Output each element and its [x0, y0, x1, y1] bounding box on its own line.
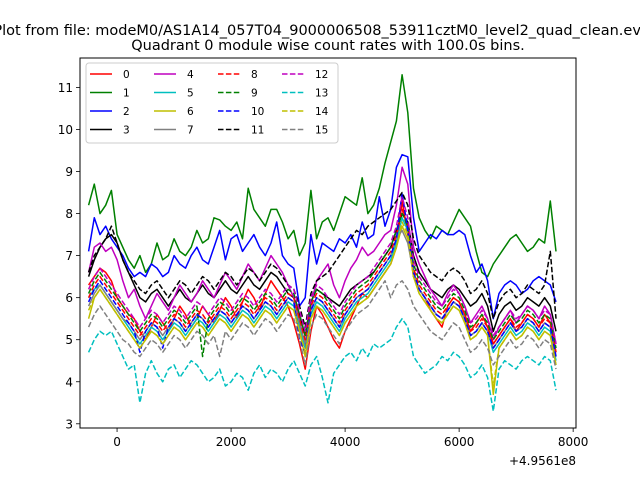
series-line-8: [87, 208, 557, 353]
series-layer: [87, 74, 557, 412]
x-offset-label: +4.9561e8: [509, 454, 576, 468]
y-tick-label: 4: [65, 375, 73, 389]
plot-area-frame: [79, 57, 577, 429]
legend-label-2: 2: [123, 106, 130, 118]
x-axis: 0 2000 4000 6000 8000: [113, 428, 588, 449]
x-tick-label: 8000: [558, 435, 589, 449]
legend-label-5: 5: [187, 88, 194, 100]
legend-label-1: 1: [123, 88, 130, 100]
y-axis: 3 4 5 6 7 8 9 10 11: [58, 81, 80, 431]
legend-label-10: 10: [251, 106, 264, 118]
legend-label-7: 7: [187, 125, 194, 137]
figure-suptitle: Plot from file: modeM0/AS1A14_057T04_900…: [0, 23, 640, 39]
series-line-2: [87, 153, 557, 320]
series-line-11: [87, 191, 557, 328]
y-tick-label: 9: [65, 165, 73, 179]
legend-label-3: 3: [123, 125, 130, 137]
legend-frame: [85, 62, 339, 144]
series-line-10: [87, 191, 557, 357]
legend-label-13: 13: [315, 88, 328, 100]
legend-label-0: 0: [123, 69, 130, 81]
y-tick-label: 11: [58, 81, 73, 95]
legend-label-8: 8: [251, 69, 258, 81]
series-line-14: [87, 221, 557, 387]
y-tick-label: 3: [65, 417, 73, 431]
series-line-9: [87, 212, 557, 358]
series-line-15: [87, 280, 557, 370]
series-line-12: [87, 195, 557, 345]
series-line-4: [87, 166, 557, 349]
x-tick-label: 2000: [216, 435, 247, 449]
legend-label-9: 9: [251, 88, 258, 100]
legend-label-15: 15: [315, 125, 328, 137]
legend-label-14: 14: [315, 106, 329, 118]
x-tick-label: 0: [113, 435, 121, 449]
x-tick-label: 6000: [444, 435, 475, 449]
chart-title: Quadrant 0 module wise count rates with …: [131, 38, 525, 54]
y-tick-label: 8: [65, 207, 73, 221]
legend-label-12: 12: [315, 69, 328, 81]
y-tick-label: 7: [65, 249, 73, 263]
legend-label-6: 6: [187, 106, 194, 118]
y-tick-label: 10: [58, 123, 73, 137]
series-line-13: [87, 317, 557, 412]
series-line-0: [87, 200, 557, 370]
legend-label-4: 4: [187, 69, 194, 81]
y-tick-label: 5: [65, 333, 73, 347]
legend-label-11: 11: [251, 125, 264, 137]
series-line-1: [87, 74, 557, 278]
y-tick-label: 6: [65, 291, 73, 305]
x-tick-label: 4000: [330, 435, 361, 449]
